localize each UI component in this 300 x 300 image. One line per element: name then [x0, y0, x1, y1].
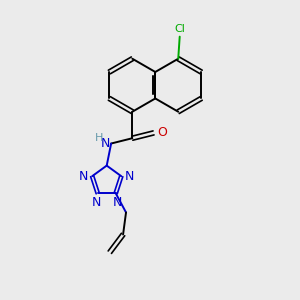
Text: N: N	[125, 170, 134, 183]
Text: N: N	[112, 196, 122, 209]
Text: N: N	[92, 196, 101, 209]
Text: H: H	[94, 133, 103, 143]
Text: Cl: Cl	[174, 24, 185, 34]
Text: N: N	[79, 170, 88, 183]
Text: O: O	[157, 126, 167, 140]
Text: N: N	[100, 137, 110, 150]
